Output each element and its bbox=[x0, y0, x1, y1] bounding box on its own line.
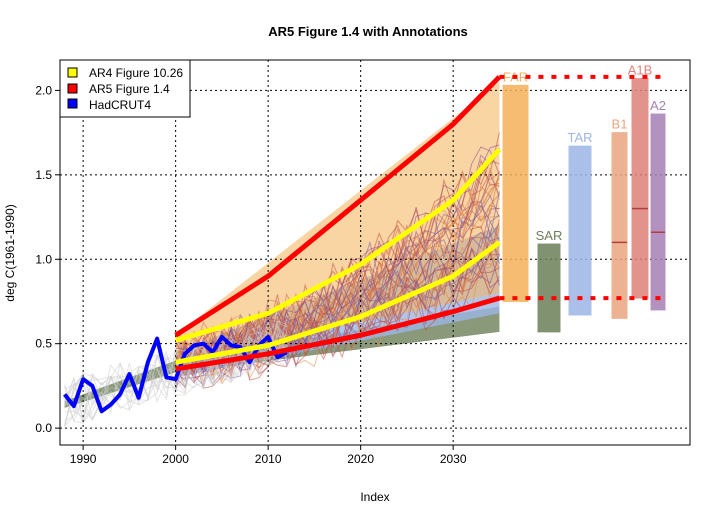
y-tick-label: 1.5 bbox=[35, 168, 52, 182]
range-bar-tar bbox=[568, 145, 592, 316]
x-tick-label: 2010 bbox=[255, 452, 282, 466]
y-tick-label: 2.0 bbox=[35, 83, 52, 97]
axis-ticks: 1990 2000 2010 2020 2030 0.0 0.5 1.0 1.5 2.0 bbox=[35, 83, 467, 466]
x-tick-label: 2020 bbox=[347, 452, 374, 466]
legend-label-hadcrut4: HadCRUT4 bbox=[89, 98, 151, 112]
range-bar-label: A1B bbox=[628, 63, 653, 78]
model-run-line bbox=[175, 144, 500, 370]
range-bar-b1 bbox=[611, 132, 628, 319]
series-line-ar4-figure-10-26 bbox=[174, 147, 502, 343]
model-run-line bbox=[175, 193, 500, 390]
y-tick-label: 1.0 bbox=[35, 252, 52, 266]
model-run-line bbox=[175, 225, 500, 387]
x-tick-label: 2030 bbox=[440, 452, 467, 466]
range-bars: FARSARTARB1A1BA2 bbox=[502, 63, 666, 333]
model-run-line bbox=[175, 194, 500, 383]
series-line-hadcrut4 bbox=[63, 334, 288, 414]
x-tick-label: 1990 bbox=[70, 452, 97, 466]
y-tick-label: 0.0 bbox=[35, 421, 52, 435]
range-bar-label: SAR bbox=[536, 228, 563, 243]
legend-label-ar4: AR4 Figure 10.26 bbox=[89, 66, 183, 80]
legend-swatch-ar4 bbox=[67, 67, 78, 78]
legend-label-ar5: AR5 Figure 1.4 bbox=[89, 82, 170, 96]
model-run-line bbox=[175, 191, 500, 372]
range-bar-far bbox=[502, 84, 529, 302]
range-bar-a2 bbox=[650, 113, 666, 311]
x-axis-label: Index bbox=[360, 490, 389, 504]
chart-title: AR5 Figure 1.4 with Annotations bbox=[268, 24, 468, 39]
range-bar-label: TAR bbox=[567, 130, 592, 145]
legend: AR4 Figure 10.26 AR5 Figure 1.4 HadCRUT4 bbox=[59, 59, 191, 118]
series-line-ar5-figure-1-4 bbox=[174, 75, 502, 338]
series-lines bbox=[63, 74, 666, 414]
legend-swatch-ar5 bbox=[67, 83, 78, 94]
series-line-ar5-figure-1-4 bbox=[175, 295, 501, 372]
plot-frame bbox=[59, 59, 691, 446]
y-tick-label: 0.5 bbox=[35, 337, 52, 351]
range-bar-label: A2 bbox=[650, 98, 666, 113]
legend-swatch-hadcrut4 bbox=[67, 98, 78, 109]
x-tick-label: 2000 bbox=[162, 452, 189, 466]
series-line-ar4-figure-10-26 bbox=[175, 240, 501, 365]
range-bar-a1b bbox=[631, 78, 649, 299]
y-axis-label: deg C(1961-1990) bbox=[3, 204, 17, 301]
range-bar-sar bbox=[537, 243, 561, 333]
range-bar-label: B1 bbox=[612, 117, 628, 132]
